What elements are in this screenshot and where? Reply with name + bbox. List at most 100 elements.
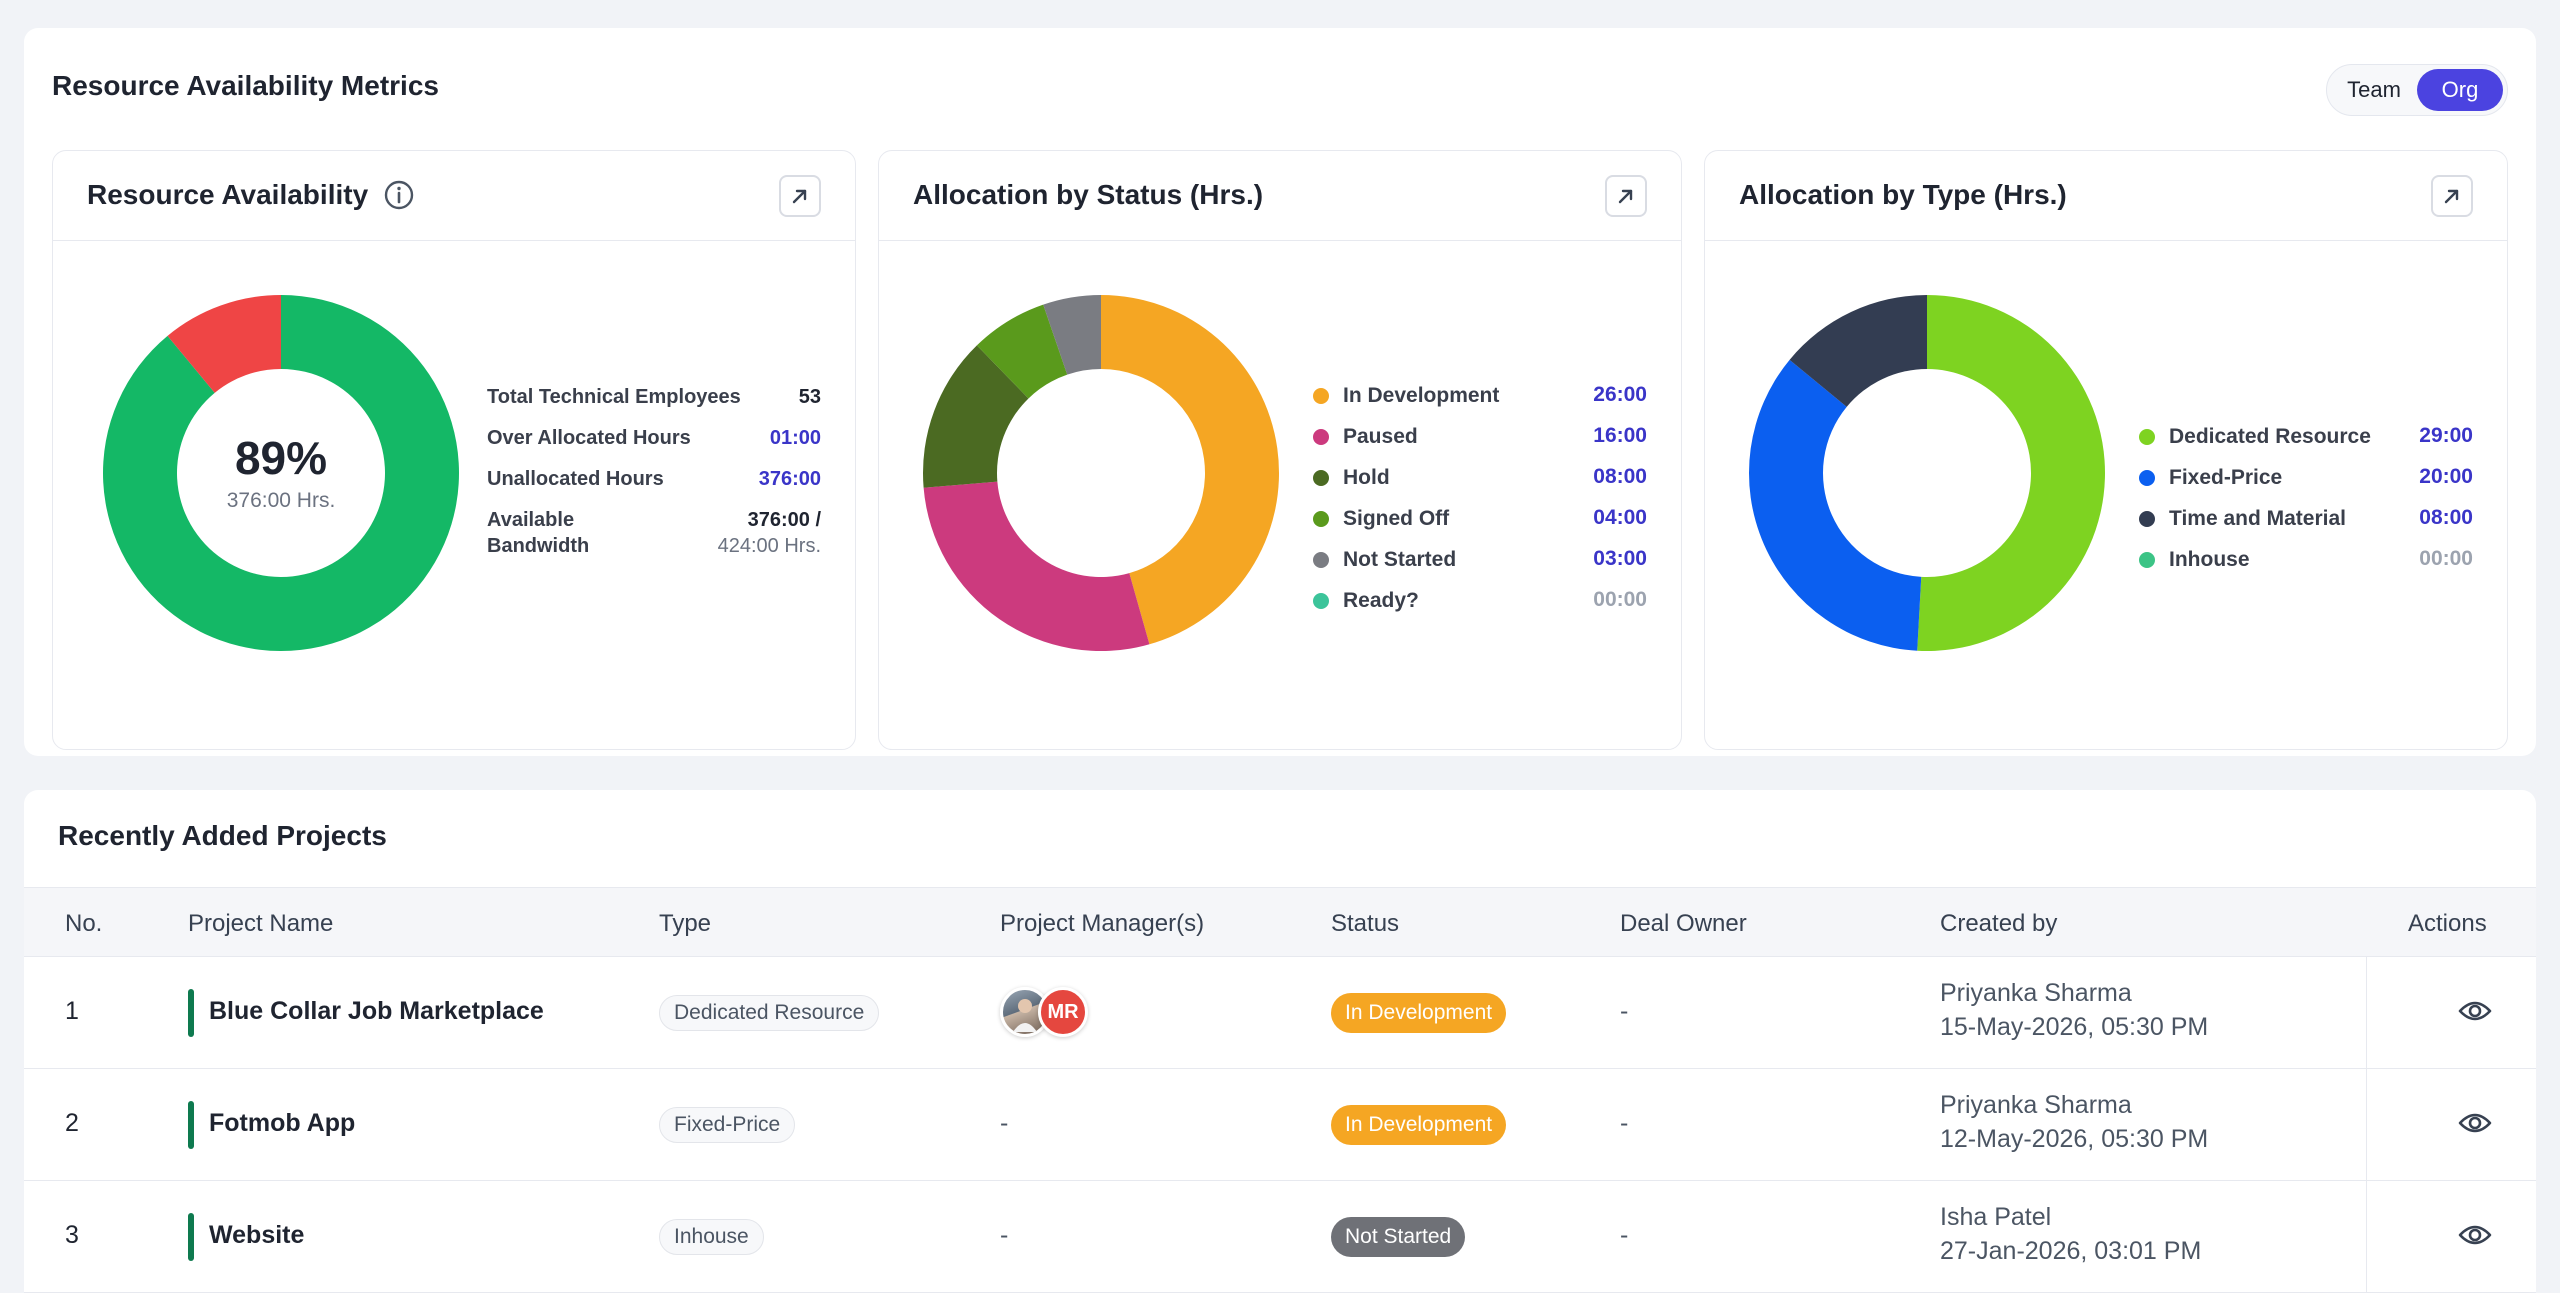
- legend-item: Signed Off: [1313, 504, 1449, 534]
- created-at: 27-Jan-2026, 03:01 PM: [1940, 1237, 2202, 1265]
- donut-slice-signed-off[interactable]: [976, 304, 1068, 399]
- stat-label-total-employees: Total Technical Employees: [487, 386, 741, 408]
- legend-label: Inhouse: [2169, 548, 2250, 571]
- donut-slice-not-started[interactable]: [1043, 295, 1101, 375]
- legend-label: Signed Off: [1343, 507, 1450, 530]
- legend-dot: [1313, 388, 1329, 404]
- legend-label: Paused: [1343, 425, 1418, 448]
- deal-owner: -: [1620, 1221, 1629, 1249]
- view-eye-icon[interactable]: [2458, 1109, 2492, 1137]
- allocation-status-card: Allocation by Status (Hrs.) In Developme…: [878, 150, 1682, 750]
- donut-slice-time-and-material[interactable]: [1789, 295, 1927, 407]
- table-row[interactable]: 3 Website Inhouse - Not Started - Isha P…: [24, 1181, 2536, 1293]
- person-photo-icon: [1013, 999, 1037, 1032]
- col-status: Status: [1331, 910, 1400, 937]
- donut-slice-in-development[interactable]: [1101, 295, 1279, 645]
- toggle-org[interactable]: Org: [2417, 69, 2503, 111]
- availability-hours: 376:00 Hrs.: [226, 489, 336, 512]
- col-project-managers: Project Manager(s): [1000, 910, 1205, 937]
- status-badge: Not Started: [1331, 1217, 1466, 1257]
- legend-label: Ready?: [1343, 589, 1419, 612]
- donut-slice-fixed-price[interactable]: [1749, 359, 1922, 651]
- created-by-name: Priyanka Sharma: [1940, 1091, 2132, 1119]
- created-by-name: Isha Patel: [1940, 1203, 2052, 1231]
- table-row[interactable]: 1 Blue Collar Job Marketplace Dedicated …: [24, 957, 2536, 1069]
- project-name-link[interactable]: Website: [209, 1221, 305, 1249]
- col-deal-owner: Deal Owner: [1620, 910, 1747, 937]
- project-manager: -: [1000, 1109, 1009, 1137]
- col-type: Type: [659, 910, 712, 937]
- legend-value: 08:00: [2419, 506, 2473, 529]
- legend-value: 26:00: [1593, 383, 1647, 406]
- legend-value: 03:00: [1593, 547, 1647, 570]
- expand-button[interactable]: [1605, 175, 1647, 217]
- row-number: 2: [65, 1109, 79, 1137]
- deal-owner: -: [1620, 1109, 1629, 1137]
- team-org-toggle[interactable]: Team Org: [2326, 64, 2508, 116]
- col-project-name: Project Name: [188, 910, 334, 937]
- section-title: Resource Availability Metrics: [52, 70, 439, 101]
- stat-label-unallocated: Unallocated Hours: [487, 468, 664, 490]
- status-badge: In Development: [1331, 1105, 1507, 1145]
- legend-value: 20:00: [2419, 465, 2473, 488]
- toggle-team[interactable]: Team: [2347, 77, 2401, 102]
- donut-slice-unavailable[interactable]: [167, 295, 281, 393]
- actions-divider: [2366, 1069, 2367, 1181]
- legend-item: Ready?: [1313, 586, 1419, 616]
- project-color-bar: [188, 989, 194, 1037]
- legend-dot: [2139, 511, 2155, 527]
- donut-slice-hold[interactable]: [923, 345, 1029, 488]
- project-color-bar: [188, 1101, 194, 1149]
- donut-slice-allocated[interactable]: [102, 295, 459, 651]
- type-badge: Fixed-Price: [659, 1107, 796, 1143]
- projects-title: Recently Added Projects: [58, 820, 387, 851]
- created-at: 15-May-2026, 05:30 PM: [1940, 1013, 2209, 1041]
- legend-dot: [1313, 511, 1329, 527]
- projects-section: Recently Added Projects No. Project Name…: [24, 790, 2536, 1293]
- actions-divider: [2366, 957, 2367, 1069]
- type-badge: Dedicated Resource: [659, 995, 880, 1031]
- expand-button[interactable]: [2431, 175, 2473, 217]
- arrow-up-right-icon: [2444, 189, 2459, 204]
- legend-item: Inhouse: [2139, 545, 2250, 575]
- legend-label: Not Started: [1343, 548, 1457, 571]
- status-badge: In Development: [1331, 993, 1507, 1033]
- donut-slice-paused[interactable]: [923, 481, 1150, 651]
- type-badge: Inhouse: [659, 1219, 764, 1255]
- actions-divider: [2366, 1181, 2367, 1293]
- project-name-link[interactable]: Fotmob App: [209, 1109, 356, 1137]
- type-donut: [1749, 295, 2105, 651]
- allocation-type-card: Allocation by Type (Hrs.) Dedicated Reso…: [1704, 150, 2508, 750]
- view-eye-icon[interactable]: [2458, 1221, 2492, 1249]
- col-no: No.: [65, 910, 103, 937]
- legend-value: 00:00: [2419, 547, 2473, 570]
- row-number: 1: [65, 997, 79, 1025]
- project-manager: -: [1000, 1221, 1009, 1249]
- donut-slice-dedicated-resource[interactable]: [1917, 295, 2105, 651]
- stat-label-over-allocated: Over Allocated Hours: [487, 427, 691, 449]
- arrow-up-right-icon: [792, 189, 807, 204]
- legend-item: Not Started: [1313, 545, 1456, 575]
- legend-value: 16:00: [1593, 424, 1647, 447]
- legend-item: Time and Material: [2139, 504, 2346, 534]
- avatar-initials[interactable]: MR: [1038, 987, 1088, 1037]
- legend-item: Hold: [1313, 463, 1390, 493]
- legend-value: 08:00: [1593, 465, 1647, 488]
- col-created-by: Created by: [1940, 910, 2058, 937]
- legend-label: In Development: [1343, 384, 1500, 407]
- info-icon[interactable]: [383, 179, 415, 211]
- table-row[interactable]: 2 Fotmob App Fixed-Price - In Developmen…: [24, 1069, 2536, 1181]
- expand-button[interactable]: [779, 175, 821, 217]
- project-name-link[interactable]: Blue Collar Job Marketplace: [209, 997, 544, 1025]
- project-color-bar: [188, 1213, 194, 1261]
- legend-value: 29:00: [2419, 424, 2473, 447]
- card-header: Resource Availability: [53, 151, 855, 241]
- legend-value: 00:00: [1593, 588, 1647, 611]
- legend-item: Fixed-Price: [2139, 463, 2282, 493]
- legend-value: 04:00: [1593, 506, 1647, 529]
- view-eye-icon[interactable]: [2458, 997, 2492, 1025]
- deal-owner: -: [1620, 997, 1629, 1025]
- table-header: No. Project Name Type Project Manager(s)…: [24, 887, 2536, 957]
- legend-dot: [1313, 552, 1329, 568]
- row-number: 3: [65, 1221, 79, 1249]
